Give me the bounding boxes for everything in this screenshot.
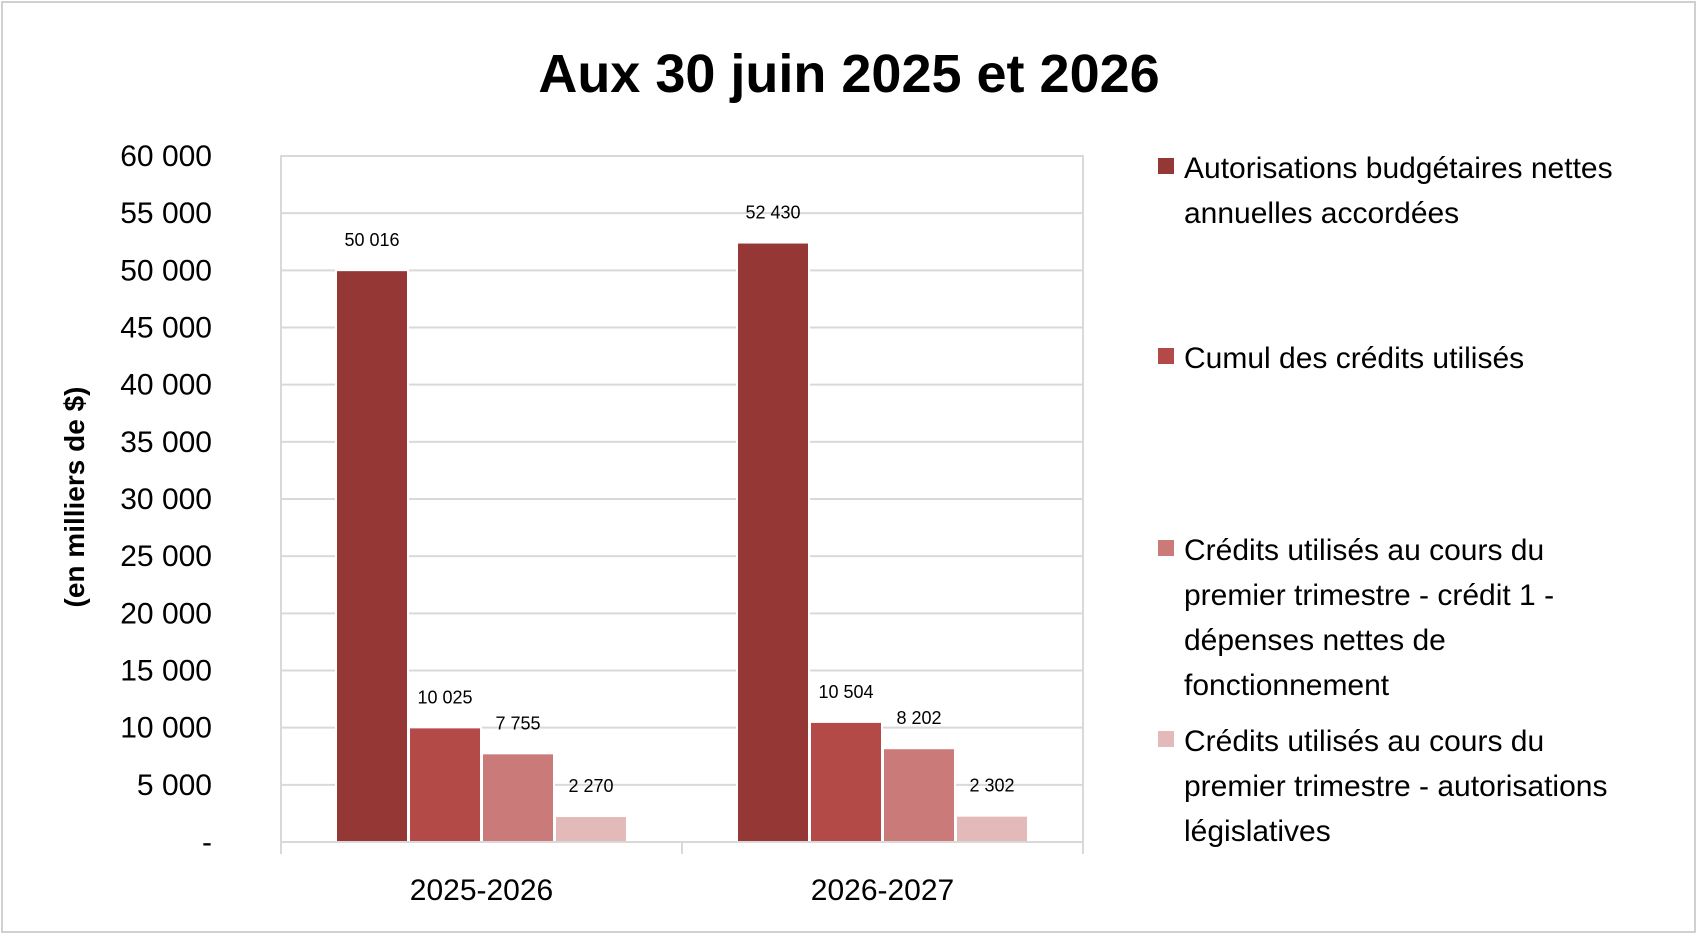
y-tick-label: 20 000 — [120, 597, 212, 630]
legend-entry-label: Crédits utilisés au cours du — [1184, 725, 1544, 758]
y-tick-label: - — [202, 826, 212, 859]
legend-swatch — [1158, 540, 1174, 556]
x-axis: 2025-2026 2026-2027 — [280, 841, 1084, 907]
legend-entry-label: législatives — [1184, 815, 1331, 848]
bar — [408, 726, 482, 844]
legend-entry-label: premier trimestre - autorisations — [1184, 770, 1607, 803]
legend-entry-label: premier trimestre - crédit 1 - — [1184, 579, 1554, 612]
bar — [809, 720, 883, 844]
legend-entry-label: dépenses nettes de — [1184, 624, 1446, 657]
x-tick-label: 2026-2027 — [811, 874, 954, 907]
chart-title: Aux 30 juin 2025 et 2026 — [538, 44, 1159, 104]
y-tick-label: 5 000 — [137, 769, 212, 802]
y-tick-label: 15 000 — [120, 655, 212, 688]
data-label: 50 016 — [344, 230, 399, 250]
legend-entry-label: annuelles accordées — [1184, 197, 1459, 230]
y-tick-label: 55 000 — [120, 197, 212, 230]
legend-swatch — [1158, 158, 1174, 174]
bar — [554, 815, 628, 843]
data-label: 52 430 — [745, 203, 800, 223]
y-tick-label: 30 000 — [120, 483, 212, 516]
y-tick-label: 45 000 — [120, 312, 212, 345]
data-label: 7 755 — [495, 713, 540, 733]
data-label: 2 270 — [568, 776, 613, 796]
y-tick-label: 10 000 — [120, 712, 212, 745]
legend-entry-label: Crédits utilisés au cours du — [1184, 534, 1544, 567]
legend-entry-label: Cumul des crédits utilisés — [1184, 342, 1524, 375]
y-tick-label: 60 000 — [120, 140, 212, 173]
y-tick-label: 35 000 — [120, 426, 212, 459]
data-label: 10 025 — [417, 687, 472, 707]
bar — [955, 814, 1029, 844]
y-tick-label: 50 000 — [120, 254, 212, 287]
y-tick-label: 25 000 — [120, 540, 212, 573]
bar — [736, 241, 810, 843]
data-label: 2 302 — [969, 776, 1014, 796]
y-axis-title: (en milliers de $) — [59, 387, 90, 608]
data-label: 8 202 — [896, 708, 941, 728]
y-tick-label: 40 000 — [120, 369, 212, 402]
y-axis-ticks: - 5 000 10 000 15 000 20 000 25 000 30 000 35 0… — [120, 140, 212, 859]
data-labels: 50 016 10 025 7 755 2 270 52 430 10 504 8 202 2… — [344, 203, 1014, 796]
bar — [882, 747, 956, 844]
legend-swatch — [1158, 348, 1174, 364]
x-tick-label: 2025-2026 — [410, 874, 553, 907]
bar — [481, 752, 555, 843]
legend-swatch — [1158, 731, 1174, 747]
legend: Autorisations budgétaires nettes annuelle… — [1158, 152, 1613, 848]
data-label: 10 504 — [818, 682, 873, 702]
legend-entry-label: fonctionnement — [1184, 669, 1390, 702]
bars — [335, 241, 1029, 844]
legend-entry-label: Autorisations budgétaires nettes — [1184, 152, 1613, 185]
bar — [335, 269, 409, 843]
